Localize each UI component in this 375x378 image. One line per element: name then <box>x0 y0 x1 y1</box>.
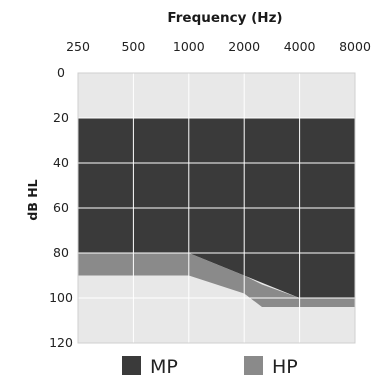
x-tick-label: 500 <box>121 39 145 54</box>
y-tick-label: 40 <box>53 155 69 170</box>
y-tick-label: 60 <box>53 200 69 215</box>
legend: MP HP <box>122 356 298 378</box>
legend-label-hp: HP <box>272 356 298 378</box>
y-tick-label: 20 <box>53 110 69 125</box>
y-tick-label: 120 <box>49 335 73 350</box>
legend-swatch-hp <box>244 356 263 375</box>
x-tick-label: 8000 <box>339 39 371 54</box>
x-tick-label: 250 <box>66 39 90 54</box>
legend-label-mp: MP <box>150 356 178 378</box>
chart-title: Frequency (Hz) <box>167 10 282 26</box>
y-tick-label: 100 <box>49 290 73 305</box>
legend-swatch-mp <box>122 356 141 375</box>
series-area-hp <box>78 253 355 307</box>
y-tick-label: 80 <box>53 245 69 260</box>
y-tick-label: 0 <box>57 65 65 80</box>
y-axis-label: dB HL <box>25 179 40 220</box>
x-tick-label: 4000 <box>284 39 316 54</box>
x-tick-label: 2000 <box>228 39 260 54</box>
plot-frame <box>77 72 356 344</box>
x-tick-label: 1000 <box>173 39 205 54</box>
x-tick-labels: 250 500 1000 2000 4000 8000 <box>66 39 371 54</box>
y-tick-labels: 0 20 40 60 80 100 120 <box>49 65 73 350</box>
